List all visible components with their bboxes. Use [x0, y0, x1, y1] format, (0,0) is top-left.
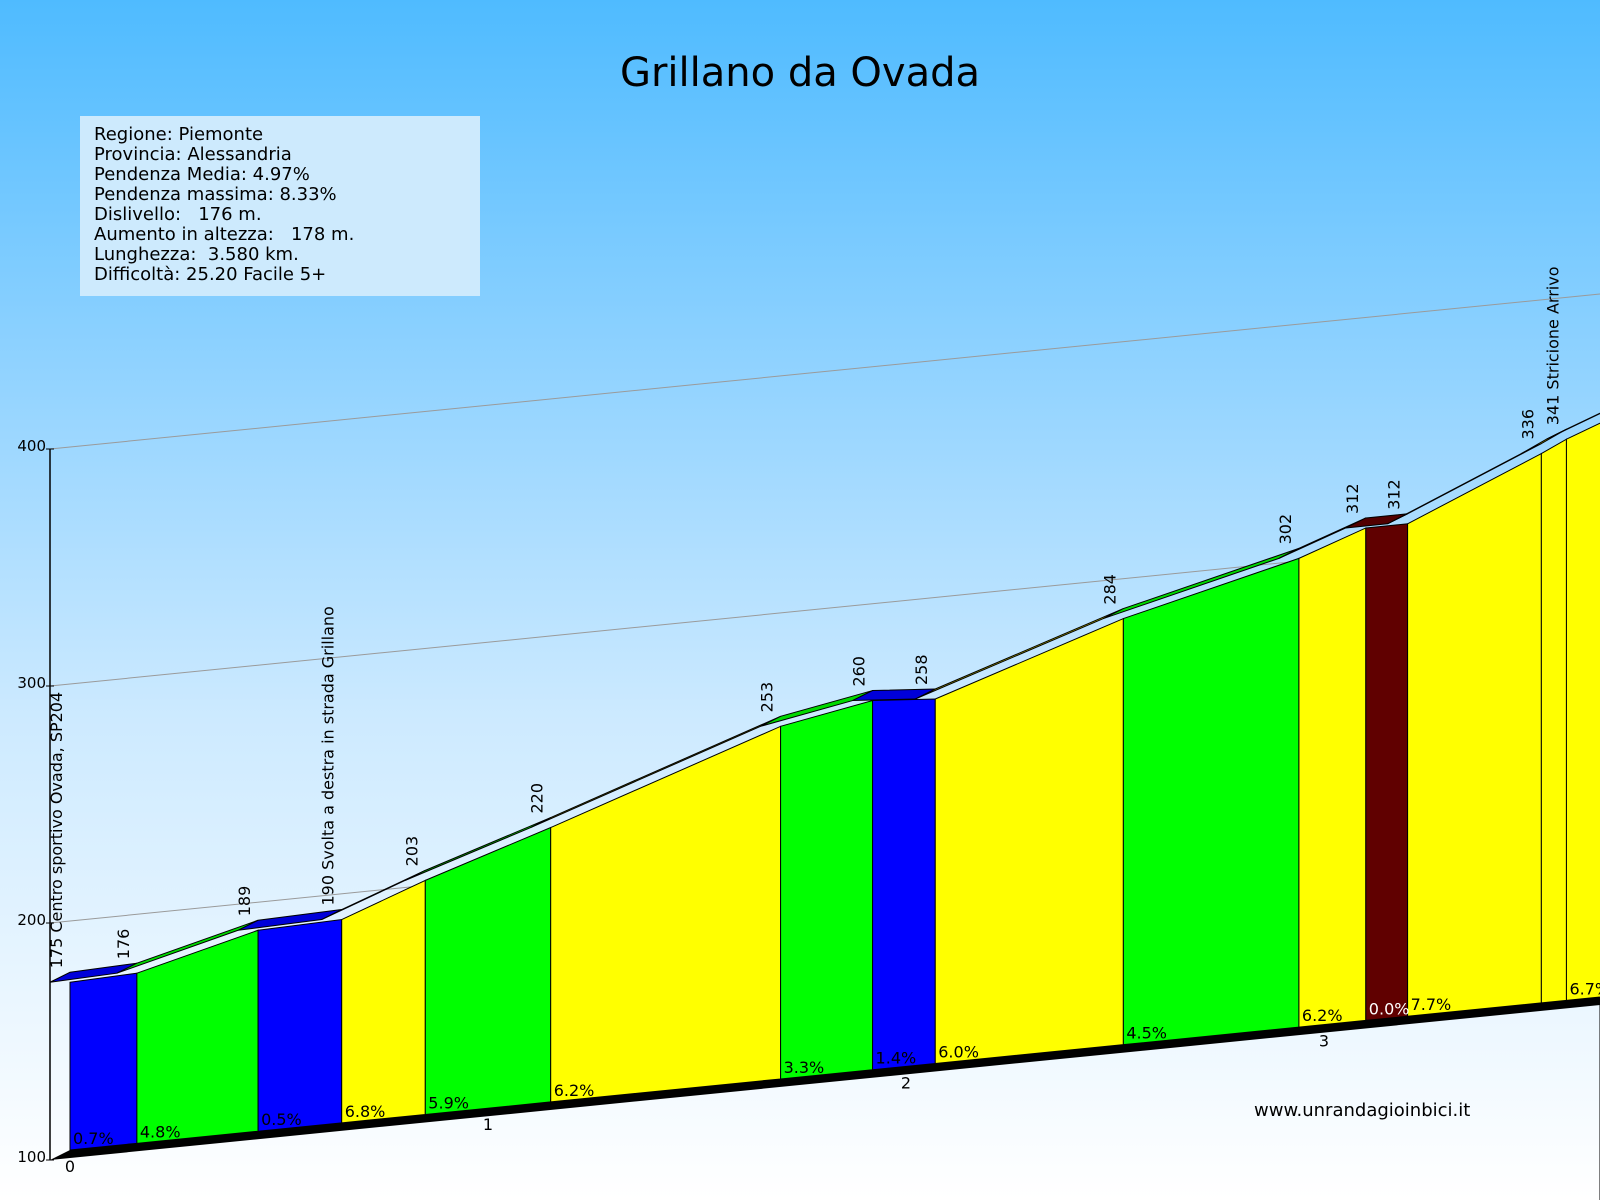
grade-label: 0.0%: [1369, 999, 1410, 1018]
profile-segments: [49, 412, 1600, 1200]
segment-front-face: [1298, 527, 1367, 1028]
altitude-label: 253: [758, 682, 777, 713]
grade-label: 6.7%: [1569, 979, 1600, 998]
segment-front-face: [69, 972, 138, 1151]
grade-label: 6.2%: [554, 1081, 595, 1100]
altitude-label: 203: [402, 836, 421, 867]
altitude-label: 175 Centro sportivo Ovada, SP204: [47, 692, 66, 968]
grade-label: 4.5%: [1126, 1024, 1167, 1043]
info-line-dislivello: Dislivello: 176 m.: [94, 204, 262, 225]
altitude-labels: 0.7% 4.8% 0.5% 6.8% 5.9% 6.2% 3.3% 1.4% 6.0% 4.5%…: [47, 266, 1600, 1176]
info-line-regione: Regione: Piemonte: [94, 124, 264, 145]
info-line-lunghezza: Lunghezza: 3.580 km.: [94, 244, 299, 265]
segment-front-face: [1407, 452, 1542, 1017]
grade-label: 6.8%: [345, 1102, 386, 1121]
info-line-pendenza-massima: Pendenza massima: 8.33%: [94, 184, 337, 205]
info-box: Regione: Piemonte Provincia: Alessandria…: [80, 116, 480, 296]
grade-label: 4.8%: [140, 1122, 181, 1141]
grade-label: 0.7%: [73, 1129, 114, 1148]
y-axis: 100 200 300 400: [17, 437, 54, 1166]
info-line-difficolta: Difficoltà: 25.20 Facile 5+: [94, 264, 327, 285]
segment-front-face: [1540, 438, 1567, 1004]
x-tick-label: 1: [483, 1115, 493, 1134]
grade-label: 7.7%: [1411, 995, 1452, 1014]
x-tick-label: 2: [901, 1073, 911, 1092]
segment-front-face: [872, 698, 936, 1071]
altitude-label: 190 Svolta a destra in strada Grillano: [319, 606, 338, 905]
chart-title: Grillano da Ovada: [619, 50, 981, 96]
y-tick-label: 400: [17, 437, 46, 455]
y-tick-label: 200: [17, 911, 46, 929]
grade-label: 0.5%: [261, 1110, 302, 1129]
segment-front-face: [550, 725, 782, 1103]
segment-front-face: [136, 929, 259, 1144]
x-tick-label: 0: [65, 1157, 75, 1176]
grade-label: 5.9%: [428, 1093, 469, 1112]
altitude-label: 176: [114, 929, 133, 960]
segment-front-face: [780, 699, 874, 1080]
altitude-label: 284: [1100, 574, 1119, 605]
altitude-label: 302: [1276, 514, 1295, 545]
info-line-aumento: Aumento in altezza: 178 m.: [94, 224, 355, 245]
altitude-label: 312: [1385, 479, 1404, 510]
info-line-provincia: Provincia: Alessandria: [94, 144, 292, 165]
y-tick-label: 300: [17, 674, 46, 692]
gridline-400: [49, 293, 1600, 450]
segment-front-face: [257, 918, 343, 1132]
segment-front-face: [1565, 422, 1600, 1001]
segment-front-face: [424, 826, 552, 1116]
grade-label: 6.0%: [938, 1042, 979, 1061]
grade-label: 6.2%: [1302, 1006, 1343, 1025]
y-tick-label: 100: [17, 1148, 46, 1166]
altitude-label: 189: [235, 886, 254, 917]
altitude-label: 336: [1518, 409, 1537, 440]
x-tick-label: 3: [1319, 1032, 1329, 1051]
segment-front-face: [1365, 523, 1409, 1021]
altitude-label: 260: [850, 656, 869, 687]
grade-label: 3.3%: [784, 1058, 825, 1077]
segment-front-face: [934, 617, 1124, 1065]
grade-label: 1.4%: [876, 1049, 917, 1068]
altitude-label: 220: [528, 783, 547, 814]
altitude-label: 312: [1343, 483, 1362, 514]
segment-front-face: [1122, 557, 1300, 1046]
altitude-label: 258: [912, 654, 931, 685]
segment-front-face: [341, 879, 426, 1124]
info-line-pendenza-media: Pendenza Media: 4.97%: [94, 164, 310, 185]
segment-top-face: [1546, 412, 1600, 440]
website-credit: www.unrandagioinbici.it: [1254, 1100, 1471, 1121]
altitude-label: 341 Stricione Arrivo: [1543, 266, 1562, 425]
profile-floor: [50, 997, 1600, 1160]
